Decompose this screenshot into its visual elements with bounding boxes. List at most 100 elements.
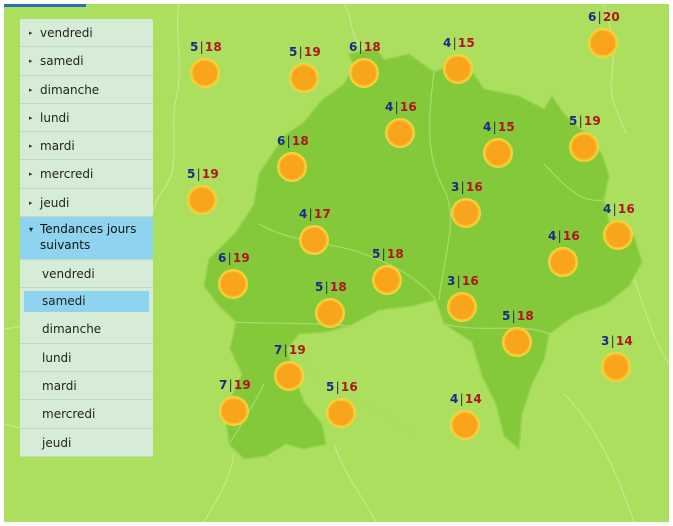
menu-item-day-5[interactable]: ▸ mardi xyxy=(20,132,153,161)
max-temp: 19 xyxy=(201,167,219,181)
max-temp: 15 xyxy=(497,120,515,134)
menu-item-day-7[interactable]: ▸ jeudi xyxy=(20,189,153,218)
sun-icon xyxy=(502,327,532,357)
min-temp: 4 xyxy=(299,207,308,221)
trend-item-day-5[interactable]: mardi xyxy=(20,372,153,401)
temp-separator: | xyxy=(394,100,399,114)
sun-icon xyxy=(569,132,599,162)
min-temp: 3 xyxy=(601,334,610,348)
forecast-marker[interactable]: 6|18 xyxy=(335,40,395,104)
trend-item-day-7[interactable]: jeudi xyxy=(20,429,153,457)
forecast-marker[interactable]: 5|19 xyxy=(275,45,335,109)
temp-separator: | xyxy=(492,120,497,134)
menu-item-day-2[interactable]: ▸ samedi xyxy=(20,47,153,76)
sun-icon xyxy=(315,298,345,328)
trends-label: Tendances jours suivants xyxy=(40,222,137,253)
menu-item-day-1[interactable]: ▸ vendredi xyxy=(20,19,153,48)
caret-right-icon: ▸ xyxy=(29,198,33,207)
temp-separator: | xyxy=(286,134,291,148)
sun-icon xyxy=(588,28,618,58)
sun-icon xyxy=(187,185,217,215)
max-temp: 16 xyxy=(617,202,635,216)
trends-section-header[interactable]: ▾ Tendances jours suivants xyxy=(20,217,153,261)
menu-item-label: dimanche xyxy=(40,82,100,97)
min-temp: 5 xyxy=(502,309,511,323)
temp-separator: | xyxy=(381,247,386,261)
forecast-marker[interactable]: 5|16 xyxy=(312,380,372,444)
temp-separator: | xyxy=(610,334,615,348)
max-temp: 19 xyxy=(288,343,306,357)
sun-icon xyxy=(483,138,513,168)
min-temp: 5 xyxy=(187,167,196,181)
forecast-marker[interactable]: 6|18 xyxy=(263,134,323,198)
min-temp: 4 xyxy=(548,229,557,243)
forecast-marker[interactable]: 4|16 xyxy=(589,202,649,266)
max-temp: 20 xyxy=(602,10,620,24)
temp-separator: | xyxy=(456,274,461,288)
forecast-marker[interactable]: 4|16 xyxy=(371,100,431,164)
min-temp: 5 xyxy=(289,45,298,59)
temp-separator: | xyxy=(578,114,583,128)
temperature-label: 6|20 xyxy=(574,10,634,24)
temp-separator: | xyxy=(459,392,464,406)
forecast-marker[interactable]: 5|19 xyxy=(555,114,615,178)
forecast-marker[interactable]: 3|16 xyxy=(437,180,497,244)
forecast-marker[interactable]: 5|18 xyxy=(176,40,236,104)
temp-separator: | xyxy=(612,202,617,216)
temp-separator: | xyxy=(452,36,457,50)
forecast-marker[interactable]: 5|18 xyxy=(358,247,418,311)
forecast-marker[interactable]: 6|19 xyxy=(204,251,264,315)
sun-icon xyxy=(372,265,402,295)
forecast-marker[interactable]: 5|18 xyxy=(488,309,548,373)
menu-item-day-3[interactable]: ▸ dimanche xyxy=(20,76,153,104)
caret-down-icon: ▾ xyxy=(29,225,34,235)
forecast-marker[interactable]: 3|14 xyxy=(587,334,647,398)
menu-item-label: lundi xyxy=(40,110,70,125)
temperature-label: 4|14 xyxy=(436,392,496,406)
sun-icon xyxy=(218,269,248,299)
min-temp: 6 xyxy=(349,40,358,54)
min-temp: 5 xyxy=(190,40,199,54)
menu-item-day-6[interactable]: ▸ mercredi xyxy=(20,160,153,189)
max-temp: 16 xyxy=(562,229,580,243)
caret-right-icon: ▸ xyxy=(29,170,33,179)
region-shape xyxy=(203,47,643,460)
trend-item-day-1[interactable]: vendredi xyxy=(20,260,153,289)
menu-item-label: vendredi xyxy=(40,26,93,40)
caret-right-icon: ▸ xyxy=(29,113,33,122)
temp-separator: | xyxy=(358,40,363,54)
temperature-label: 4|16 xyxy=(534,229,594,243)
trend-item-day-2-selected[interactable]: samedi xyxy=(24,291,149,313)
temperature-label: 5|18 xyxy=(488,309,548,323)
temperature-label: 3|16 xyxy=(433,274,493,288)
caret-right-icon: ▸ xyxy=(29,85,33,94)
forecast-marker[interactable]: 7|19 xyxy=(205,378,265,442)
min-temp: 6 xyxy=(277,134,286,148)
trend-item-day-4[interactable]: lundi xyxy=(20,344,153,372)
min-temp: 5 xyxy=(315,280,324,294)
menu-item-day-4[interactable]: ▸ lundi xyxy=(20,104,153,133)
min-temp: 7 xyxy=(219,378,228,392)
forecast-marker[interactable]: 5|18 xyxy=(301,280,361,344)
forecast-marker[interactable]: 5|19 xyxy=(173,167,233,231)
sun-icon xyxy=(451,198,481,228)
trend-item-day-6[interactable]: mercredi xyxy=(20,400,153,429)
menu-item-label: mardi xyxy=(40,139,75,154)
max-temp: 14 xyxy=(615,334,633,348)
forecast-marker[interactable]: 4|15 xyxy=(469,120,529,184)
sun-icon xyxy=(603,220,633,250)
forecast-marker[interactable]: 6|20 xyxy=(574,10,634,74)
forecast-marker[interactable]: 4|14 xyxy=(436,392,496,456)
forecast-marker[interactable]: 4|15 xyxy=(429,36,489,100)
max-temp: 18 xyxy=(386,247,404,261)
forecast-marker[interactable]: 4|16 xyxy=(534,229,594,293)
max-temp: 18 xyxy=(291,134,309,148)
min-temp: 6 xyxy=(588,10,597,24)
max-temp: 19 xyxy=(232,251,250,265)
forecast-marker[interactable]: 3|16 xyxy=(433,274,493,338)
region-map xyxy=(4,4,669,522)
forecast-marker[interactable]: 4|17 xyxy=(285,207,345,271)
forecast-marker[interactable]: 7|19 xyxy=(260,343,320,407)
sun-icon xyxy=(548,247,578,277)
trend-item-day-3[interactable]: dimanche xyxy=(20,315,153,344)
